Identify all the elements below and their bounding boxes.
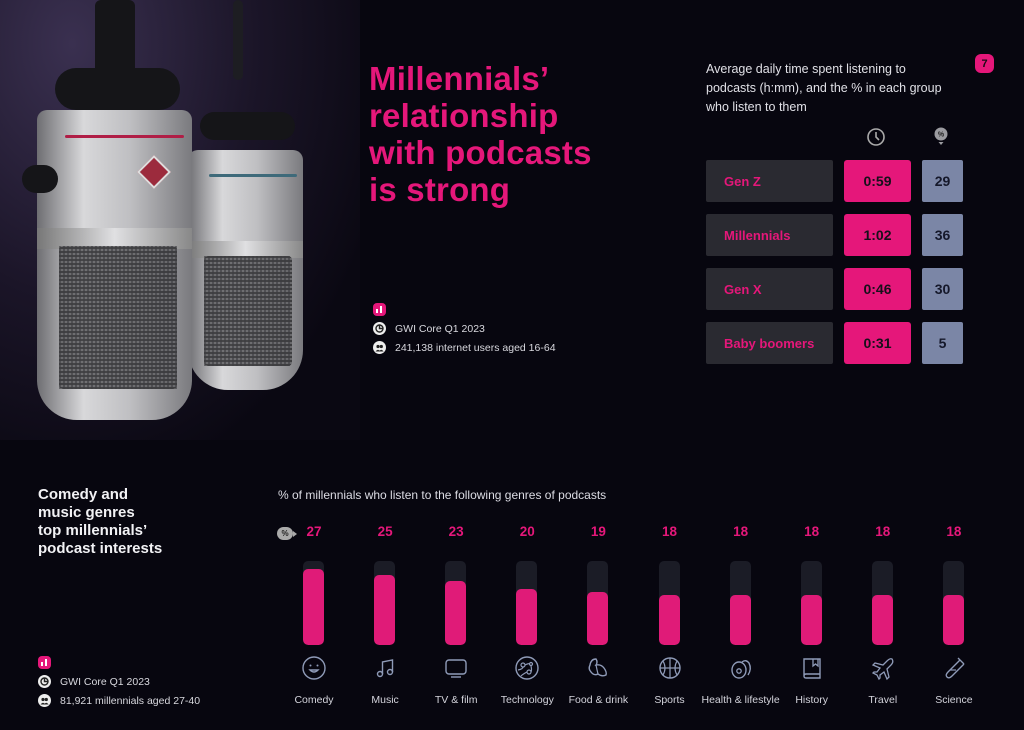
percent-value: 30 — [922, 268, 963, 310]
svg-text:%: % — [938, 132, 945, 139]
bar-value: 18 — [804, 524, 820, 539]
bar-label: Travel — [868, 694, 898, 706]
book-icon — [802, 658, 821, 679]
source-sample: 81,921 millennials aged 27-40 — [60, 694, 201, 707]
bar-value: 18 — [733, 524, 749, 539]
percent-value: 29 — [922, 160, 963, 202]
bar-track — [516, 561, 538, 645]
bar-track — [800, 561, 822, 645]
bar-value: 27 — [306, 524, 322, 539]
genres-headline: Comedy and music genres top millennials’… — [38, 486, 163, 557]
generation-label: Gen Z — [706, 160, 833, 202]
page-title: Millennials’ relationship with podcasts … — [369, 60, 592, 208]
bar-track — [374, 561, 396, 645]
bar-value: 19 — [590, 524, 606, 539]
percent-value: 36 — [922, 214, 963, 256]
bar-value: 18 — [875, 524, 891, 539]
source-block-bottom: GWI Core Q1 2023 81,921 millennials aged… — [38, 653, 200, 710]
chart-title: % of millennials who listen to the follo… — [278, 488, 607, 502]
percent-value: 5 — [922, 322, 963, 364]
bar-label: TV & film — [434, 694, 478, 706]
avocado-icon — [730, 660, 751, 679]
generation-label: Gen X — [706, 268, 833, 310]
bar-label: Food & drink — [568, 694, 629, 706]
bar-label: Comedy — [294, 694, 334, 706]
table-description: Average daily time spent listening to po… — [706, 62, 942, 114]
bar-value: 20 — [519, 524, 535, 539]
basketball-icon — [658, 657, 681, 679]
bar-label: Music — [371, 694, 399, 706]
bar-fill — [729, 595, 751, 645]
bar-track — [303, 561, 324, 645]
bar-label: Health & lifestyle — [701, 694, 780, 706]
bar-track — [942, 561, 964, 645]
smiley-icon — [302, 656, 326, 680]
bar-fill — [658, 595, 680, 645]
bar-track — [658, 561, 680, 645]
generation-label: Baby boomers — [706, 322, 833, 364]
bar-fill — [871, 595, 893, 645]
dataset-icon — [373, 322, 386, 335]
bar-label: Technology — [500, 694, 554, 706]
airplane-icon — [871, 658, 894, 681]
bar-label: Science — [935, 694, 973, 706]
bar-value: 23 — [448, 524, 464, 539]
bar-value: 25 — [377, 524, 393, 539]
bar-value: 18 — [946, 524, 962, 539]
time-value: 0:31 — [844, 322, 911, 364]
source-dataset: GWI Core Q1 2023 — [60, 675, 150, 688]
bar-fill — [516, 589, 538, 645]
bar-chart-icon — [38, 656, 51, 669]
bar-fill — [942, 595, 964, 645]
percent-icon: % — [934, 127, 948, 152]
bar-label: History — [795, 694, 829, 706]
time-value: 0:59 — [844, 160, 911, 202]
time-value: 0:46 — [844, 268, 911, 310]
croissant-icon — [588, 658, 608, 677]
bar-track — [587, 561, 609, 645]
bar-track — [729, 561, 751, 645]
bar-track — [445, 561, 467, 645]
bar-value: 18 — [661, 524, 678, 539]
bar-fill — [303, 569, 324, 645]
clock-icon — [866, 127, 886, 152]
page-number-badge: 7 — [975, 54, 994, 73]
users-icon — [373, 341, 386, 354]
bar-fill — [587, 592, 609, 645]
bar-track — [871, 561, 893, 645]
music-note-icon — [376, 659, 394, 678]
source-dataset: GWI Core Q1 2023 — [395, 322, 485, 335]
bar-label: Sports — [654, 694, 685, 706]
tv-icon — [445, 659, 467, 678]
percent-marker: % — [277, 527, 297, 540]
bar-fill — [374, 575, 396, 645]
technology-icon — [515, 656, 539, 680]
bar-chart-icon — [373, 303, 386, 316]
bar-fill — [800, 595, 822, 645]
generation-label: Millennials — [706, 214, 833, 256]
source-block-top: GWI Core Q1 2023 241,138 internet users … — [373, 300, 556, 357]
test-tube-icon — [945, 657, 965, 679]
time-value: 1:02 — [844, 214, 911, 256]
microphones-photo — [0, 0, 360, 440]
dataset-icon — [38, 675, 51, 688]
users-icon — [38, 694, 51, 707]
bar-fill — [445, 581, 467, 645]
source-sample: 241,138 internet users aged 16-64 — [395, 341, 556, 354]
